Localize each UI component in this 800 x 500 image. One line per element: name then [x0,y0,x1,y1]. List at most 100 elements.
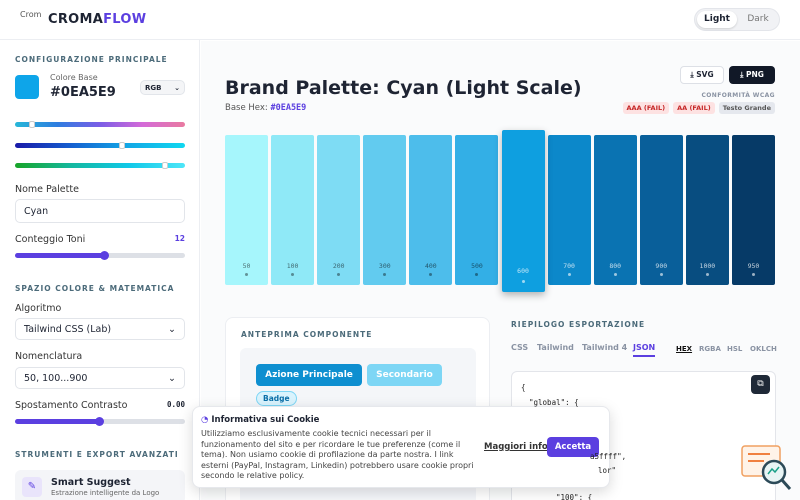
naming-select[interactable]: 50, 100...900 ⌄ [15,367,185,389]
label: Nome Palette [15,184,79,195]
cookie-icon: ◔ [201,415,209,425]
icon-shape [767,466,780,475]
swatch-dot [705,273,709,276]
export-svg[interactable]: ⤓ SVG [680,66,724,84]
value: RGB [145,83,162,92]
primary-button[interactable]: Azione Principale [256,364,362,386]
theme-dark[interactable]: Dark [747,14,769,24]
brand-a: CROMA [48,12,104,27]
cookie-accept[interactable]: Accetta [547,437,599,457]
code-line: a5ffff", [590,452,627,461]
export-tab[interactable]: Tailwind [537,343,574,352]
swatch[interactable] [593,135,637,285]
label: Conteggio Toni [15,234,86,245]
secondary-button[interactable]: Secondario [367,364,442,386]
label: Spostamento Contrasto [15,400,128,411]
format-tab[interactable]: OKLCH [750,345,777,353]
export-png[interactable]: ⤓ PNG [729,66,775,84]
swatch-dot [383,273,387,276]
light-slider[interactable] [15,163,185,168]
help-icon[interactable] [740,444,792,494]
swatch[interactable] [225,135,269,285]
page-title: Brand Palette: Cyan (Light Scale) [225,77,582,99]
swatch-label: 300 [378,262,391,270]
swatch-label: 800 [609,262,622,270]
header [0,0,800,40]
swatch-label: 1000 [699,262,716,270]
swatch[interactable] [547,135,591,285]
swatch[interactable] [271,135,315,285]
section-title: CONFIGURAZIONE PRINCIPALE [15,55,168,64]
slider-thumb[interactable] [162,162,168,169]
section-title: STRUMENTI E EXPORT AVANZATI [15,450,179,459]
swatch-label: 700 [563,262,575,270]
label: SVG [696,70,714,79]
code-line: { [521,383,526,392]
swatch[interactable] [685,135,729,285]
wcag-label: CONFORMITÀ WCAG [701,92,775,99]
algorithm-select[interactable]: Tailwind CSS (Lab) ⌄ [15,318,185,340]
sat-slider[interactable] [15,143,185,148]
swatch[interactable] [409,135,453,285]
sidebar [0,40,200,500]
wcag-badge: Testo Grande [718,102,775,114]
format-tab[interactable]: HSL [727,345,743,353]
swatch-label: 500 [471,262,483,270]
chevron: ⌄ [168,372,176,384]
tool-icon: ✎ [22,477,42,497]
swatch-dot [475,273,479,276]
swatch[interactable] [731,135,775,285]
hue-slider[interactable] [15,122,185,127]
code-line: "global": { [529,398,579,407]
export-tab[interactable]: JSON [633,343,656,357]
title: Informativa sui Cookie [211,415,320,425]
export-tab[interactable]: CSS [511,343,529,352]
badge: Badge [256,391,297,406]
swatch[interactable] [639,135,683,285]
base-hex: #0EA5E9 [50,85,116,100]
label: Algoritmo [15,303,62,314]
swatch[interactable] [501,130,545,292]
swatch[interactable] [317,135,361,285]
swatch-label: 400 [424,262,437,270]
swatch[interactable] [363,135,407,285]
mode-select[interactable]: RGB ⌄ [140,80,185,95]
swatch-label: 600 [517,267,529,275]
format-tab[interactable]: HEX [676,345,693,353]
swatch-dot [337,273,341,276]
tool-desc: Estrazione intelligente da Logo [51,489,160,497]
slider-thumb[interactable] [95,417,104,426]
swatch-dot [291,273,295,276]
chevron: ⌄ [168,323,176,335]
label: PNG [746,70,764,79]
label: Colore Base [50,73,98,82]
code-line: lor" [598,466,617,475]
format-tab[interactable]: RGBA [699,345,721,353]
value: 50, 100...900 [24,372,88,384]
brand-b: FLOW [103,12,147,27]
wcag-badges: AAA (FAIL) AA (FAIL) Testo Grande [622,102,775,114]
tool-card[interactable] [15,470,185,500]
slider-thumb[interactable] [100,251,109,260]
swatch[interactable] [455,135,499,285]
cookie-more[interactable]: Maggiori info [484,442,548,452]
swatch-dot [751,273,755,276]
icon-shape [780,479,792,490]
tone-count: 12 [174,234,185,243]
slider-thumb[interactable] [29,121,35,128]
export-tab[interactable]: Tailwind 4 [582,343,628,352]
cookie-text: Utilizziamo esclusivamente cookie tecnic… [201,429,474,480]
theme-light[interactable]: Light [697,11,737,28]
brand: CROMAFLOW [48,12,146,27]
swatch-label: 100 [286,262,299,270]
name-input[interactable]: Cyan [15,199,185,223]
copy-button[interactable]: ⧉ [751,375,770,394]
swatch-dot [521,280,525,283]
base-swatch[interactable] [15,75,39,99]
swatch-dot [429,273,433,276]
section-title: ANTEPRIMA COMPONENTE [241,330,373,339]
swatch-label: 900 [655,262,668,270]
tool-title: Smart Suggest [51,477,131,488]
slider-thumb[interactable] [119,142,125,149]
